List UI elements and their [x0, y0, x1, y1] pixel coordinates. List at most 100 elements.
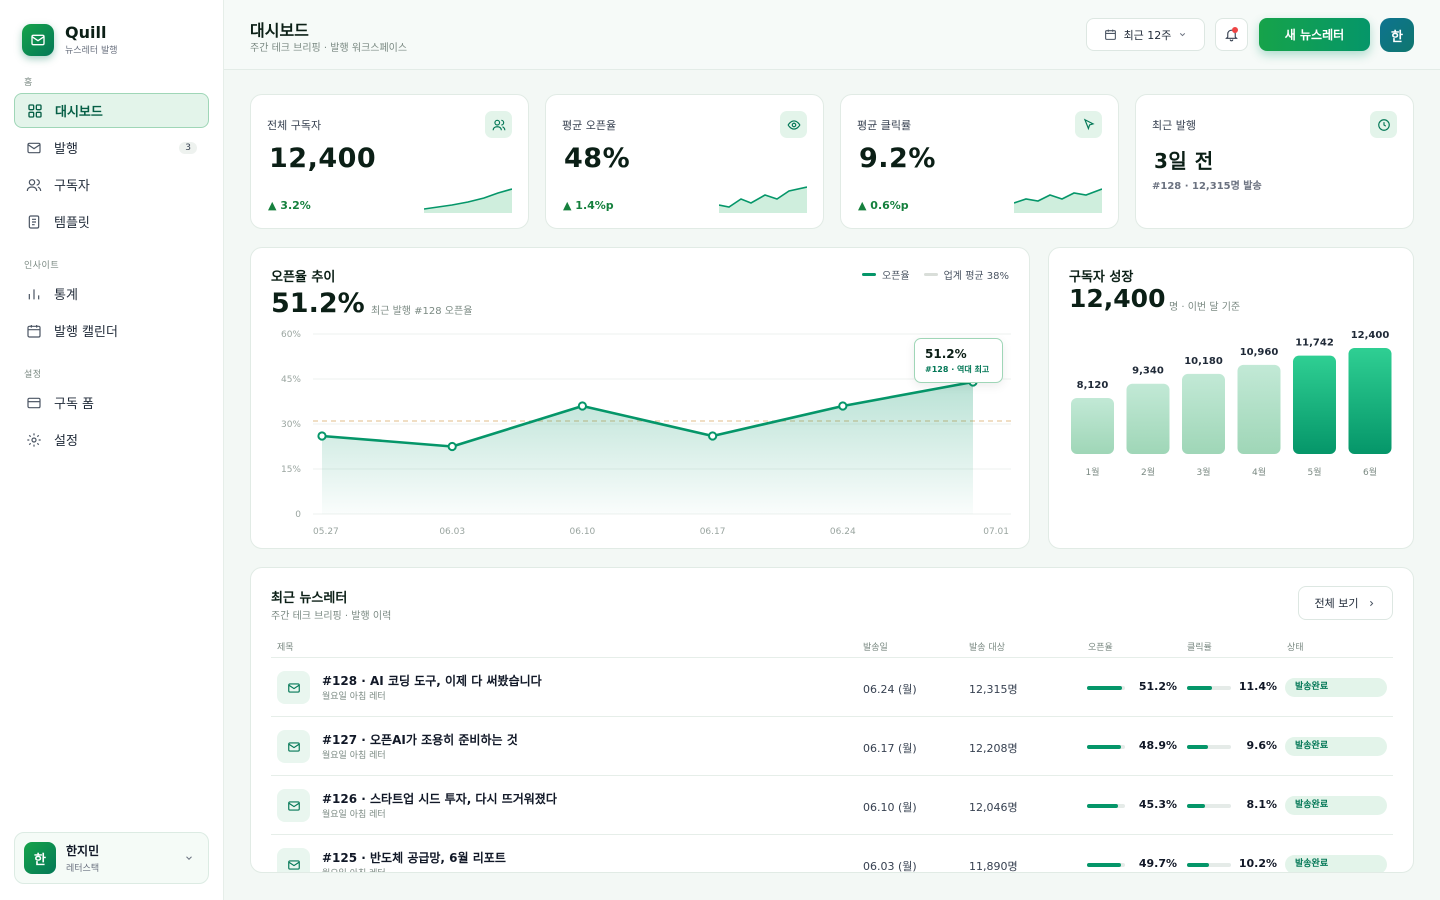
tooltip-sub: #128 · 역대 최고	[925, 365, 990, 374]
table-row[interactable]: #125 · 반도체 공급망, 6월 리포트월요일 아침 레터 06.03 (월)…	[271, 834, 1393, 872]
mail-icon	[277, 671, 310, 704]
x-tick-label: 06.10	[570, 527, 596, 537]
click-rate-bar-fill	[1187, 745, 1209, 749]
chart-subtitle: 명 · 이번 달 기준	[1169, 302, 1241, 313]
open-rate-bar-fill	[1087, 686, 1123, 690]
table-row[interactable]: #127 · 오픈AI가 조용히 준비하는 것 월요일 아침 레터 06.17 (월…	[271, 716, 1393, 775]
sidebar-item-label: 설정	[54, 434, 78, 449]
chart-title: 오픈율 추이	[271, 270, 336, 285]
kpi-value: 48%	[564, 143, 631, 174]
sidebar-item-calendar[interactable]: 발행 캘린더	[14, 313, 209, 348]
click-rate-value: 11.4%	[1238, 680, 1277, 693]
click-rate-value: 9.6%	[1246, 739, 1277, 752]
sparkline-click-rate	[1014, 188, 1102, 213]
sidebar-item-label: 구독자	[54, 179, 90, 194]
sparkline-subscribers	[424, 188, 512, 213]
open-rate-bar-fill	[1087, 745, 1121, 749]
kpi-value: 12,400	[269, 143, 377, 174]
header-avatar[interactable]: 한	[1380, 18, 1414, 52]
newsletter-title[interactable]: #127 · 오픈AI가 조용히 준비하는 것	[322, 733, 518, 747]
subscriber-growth-card: 구독자 성장 12,400 명 · 이번 달 기준 8,120 1월 9,340 2월…	[1048, 247, 1414, 549]
publish-count-badge: 3	[179, 141, 197, 154]
bar	[1348, 348, 1392, 454]
column-header: 제목	[277, 643, 294, 653]
bar	[1126, 383, 1170, 454]
sidebar-item-subscribe-form[interactable]: 구독 폼	[14, 385, 209, 420]
user-menu[interactable]: 한 한지민 레터스택	[14, 832, 209, 884]
kpi-card-click-rate: 평균 클릭률 9.2% ▲ 0.6%p	[840, 94, 1119, 229]
column-header: 상태	[1287, 643, 1304, 653]
gear-icon	[26, 432, 42, 448]
bar-category-label: 3월	[1196, 466, 1210, 478]
open-rate-bar	[1087, 745, 1125, 749]
bar-value-label: 10,960	[1240, 347, 1279, 358]
view-all-button[interactable]: 전체 보기	[1298, 586, 1393, 620]
sidebar-item-settings[interactable]: 설정	[14, 422, 209, 457]
sidebar-item-dashboard[interactable]: 대시보드	[14, 93, 209, 128]
status-badge: 발송완료	[1285, 855, 1387, 872]
bar-chart-icon	[26, 286, 42, 302]
chart-headline-value: 51.2%	[271, 288, 365, 319]
open-rate-value: 48.9%	[1138, 739, 1177, 752]
chevron-down-icon	[1180, 33, 1186, 37]
brand[interactable]: Quill 뉴스레터 발행	[22, 24, 118, 56]
page-title: 대시보드	[250, 21, 309, 40]
x-tick-label: 06.03	[439, 527, 465, 537]
send-date: 06.10 (월)	[863, 801, 917, 814]
click-rate-value: 8.1%	[1246, 798, 1277, 811]
notifications-button[interactable]	[1215, 18, 1248, 51]
chevron-right-icon	[1370, 600, 1374, 606]
newsletter-title[interactable]: #125 · 반도체 공급망, 6월 리포트	[322, 851, 506, 865]
new-newsletter-button[interactable]: 새 뉴스레터	[1259, 18, 1370, 51]
bar-value-label: 9,340	[1132, 366, 1164, 377]
section-label-insights: 인사이트	[24, 261, 60, 271]
y-tick-label: 60%	[281, 330, 301, 340]
bar	[1293, 355, 1336, 454]
chart-headline-value: 12,400	[1069, 284, 1166, 313]
calendar-icon	[26, 323, 42, 339]
sidebar-item-subscribers[interactable]: 구독자	[14, 167, 209, 202]
date-range-label: 최근 12주	[1123, 28, 1172, 42]
newsletter-subtitle: 월요일 아침 레터	[322, 810, 386, 820]
table-row[interactable]: #128 · AI 코딩 도구, 이제 다 써봤습니다 월요일 아침 레터 06.2…	[271, 657, 1393, 716]
open-rate-bar	[1087, 863, 1125, 867]
sidebar-item-templates[interactable]: 템플릿	[14, 204, 209, 239]
sidebar-item-stats[interactable]: 통계	[14, 276, 209, 311]
newsletter-title[interactable]: #126 · 스타트업 시드 투자, 다시 뜨거워졌다	[322, 792, 557, 806]
form-icon	[26, 395, 42, 411]
column-header: 클릭률	[1187, 643, 1212, 653]
kpi-label: 최근 발행	[1152, 119, 1196, 132]
date-range-select[interactable]: 최근 12주	[1086, 18, 1205, 51]
sidebar-item-label: 발행	[54, 142, 78, 157]
sidebar-item-label: 대시보드	[55, 105, 103, 120]
kpi-value: 9.2%	[859, 143, 936, 174]
users-icon	[26, 177, 42, 193]
data-point	[447, 441, 457, 452]
newsletter-title[interactable]: #128 · AI 코딩 도구, 이제 다 써봤습니다	[322, 674, 542, 688]
click-rate-bar-fill	[1187, 804, 1205, 808]
newsletter-subtitle: 월요일 아침 레터	[322, 866, 386, 872]
kpi-label: 평균 오픈율	[562, 119, 617, 132]
x-tick-label: 06.24	[830, 527, 856, 537]
clock-icon	[1370, 111, 1397, 138]
section-title: 최근 뉴스레터	[271, 591, 348, 606]
user-workspace: 레터스택	[66, 864, 100, 874]
y-tick-label: 15%	[281, 465, 301, 475]
click-rate-bar-fill	[1187, 686, 1213, 690]
chart-tooltip: 51.2% #128 · 역대 최고	[914, 338, 1003, 383]
sidebar-item-label: 통계	[54, 288, 78, 303]
bar-category-label: 5월	[1307, 466, 1321, 478]
kpi-delta: ▲ 3.2%	[268, 199, 311, 212]
kpi-meta: #128 · 12,315명 발송	[1152, 181, 1262, 192]
sidebar-item-label: 템플릿	[54, 216, 90, 231]
y-tick-label: 45%	[281, 375, 301, 385]
sidebar-item-publish[interactable]: 발행 3	[14, 130, 209, 165]
bar-value-label: 11,742	[1295, 338, 1334, 349]
click-rate-bar	[1187, 804, 1231, 808]
users-icon	[485, 111, 512, 138]
kpi-card-subscribers: 전체 구독자 12,400 ▲ 3.2%	[250, 94, 529, 229]
bar-category-label: 1월	[1085, 466, 1099, 478]
brand-subtitle: 뉴스레터 발행	[65, 46, 118, 56]
eye-icon	[780, 111, 807, 138]
